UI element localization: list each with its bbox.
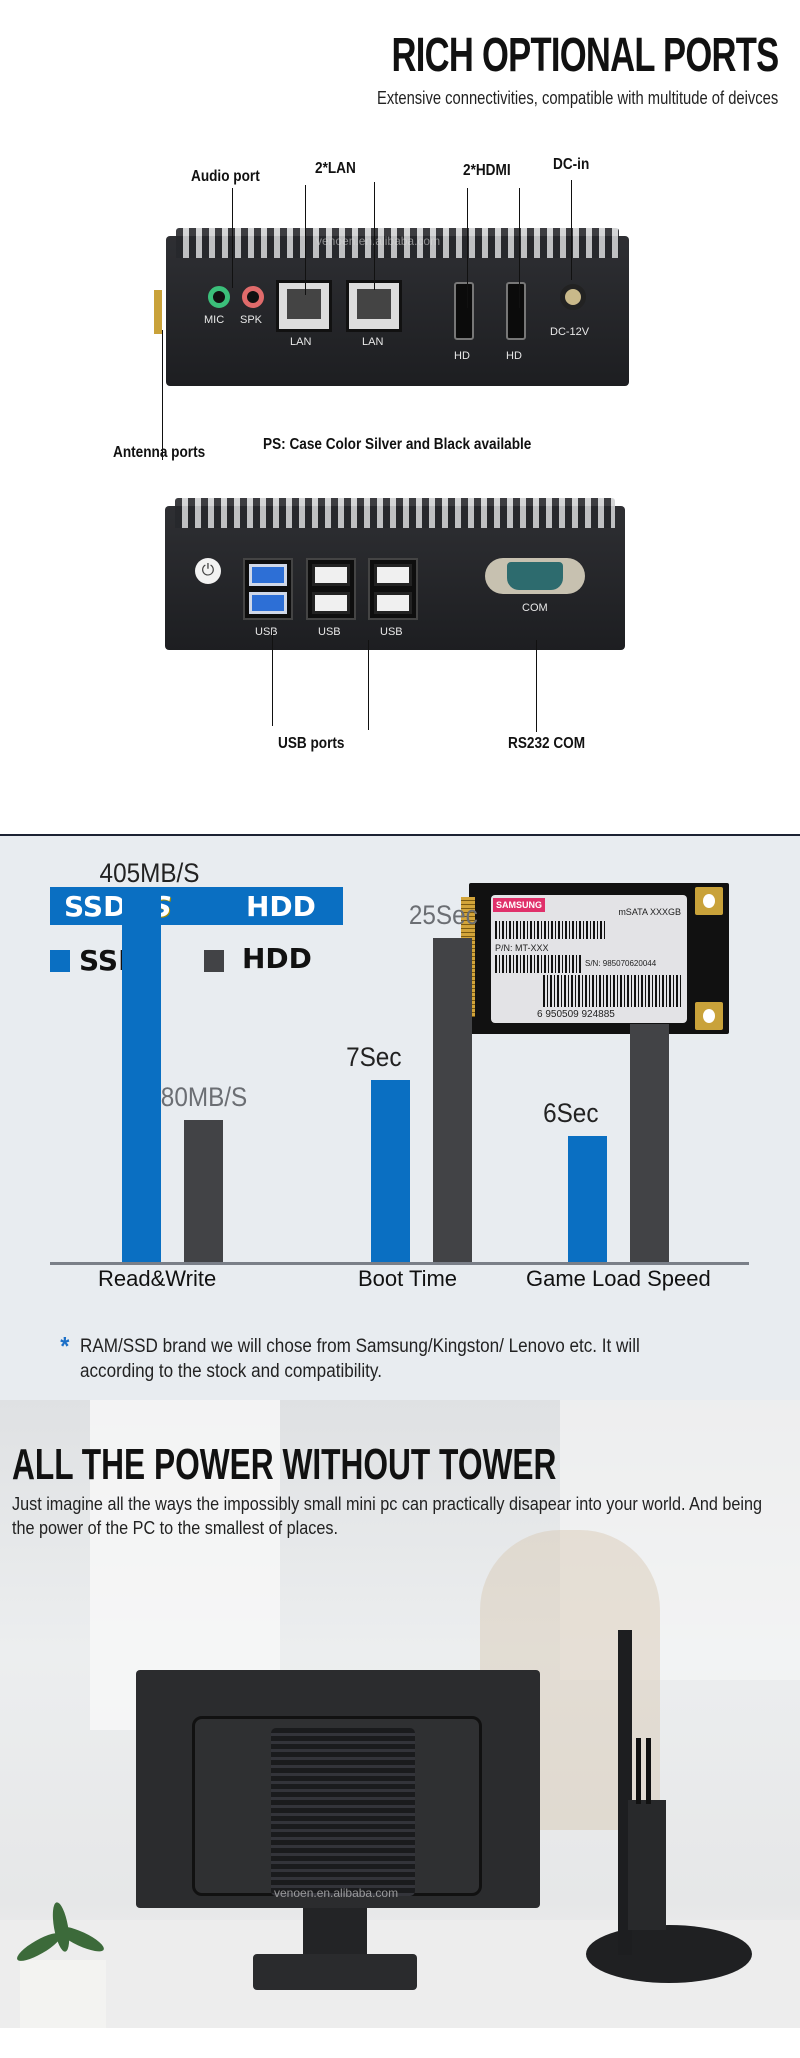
data-label-ssd-0: 405MB/S [99,858,200,888]
category-label-0: Read&Write [98,1266,217,1291]
power-body: Just imagine all the ways the impossibly… [12,1494,763,1538]
bar-ssd-1 [371,1080,410,1262]
callout-dc: DC-in [553,156,590,173]
data-label-hdd-1: 25Sec [408,900,478,930]
usb3-port [243,558,293,620]
watermark: venoen.en.alibaba.com [316,234,441,248]
watermark: venoen.en.alibaba.com [274,1886,399,1900]
lan-label: LAN [362,336,384,348]
monitor-rear-image: venoen.en.alibaba.com [136,1670,540,1908]
speaker-jack [242,286,264,308]
power-section: ALL THE POWER WITHOUT TOWER Just imagine… [0,1400,800,2028]
mini-pc-rear: ⏻ USB USB USB COM [165,498,625,650]
hdmi-port [454,282,474,340]
banner-ssd: SSD [64,890,127,923]
data-label-ssd-2: 6Sec [543,1098,599,1128]
legend-swatch-ssd [50,950,70,972]
callout-audio: Audio port [191,168,260,185]
msata-ssd-image: SAMSUNG mSATA XXXGB P/N: MT-XXX S/N: 985… [461,883,729,1034]
bar-hdd-1 [433,938,472,1262]
ports-title: RICH OPTIONAL PORTS [391,29,779,82]
mic-label: MIC [204,314,225,326]
ports-subtitle: Extensive connectivities, compatible wit… [376,88,778,108]
data-label-hdd-0: 80MB/S [160,1082,248,1112]
lan-port [276,280,332,332]
hdmi-port [506,282,526,340]
mounted-mini-pc [271,1728,415,1896]
asterisk-icon: * [60,1331,70,1361]
banner-hdd: HDD [246,890,316,923]
mic-jack [208,286,230,308]
usb-label: USB [380,626,403,638]
heatsink-fins [175,498,615,528]
power-title: ALL THE POWER WITHOUT TOWER [12,1440,557,1489]
usb-label: USB [255,626,278,638]
antenna-connector [154,290,162,334]
ssd-model: mSATA XXXGB [618,907,681,917]
ssd-sn: S/N: 985070620044 [585,959,657,968]
ssd-brand: SAMSUNG [493,898,546,912]
dc-label: DC-12V [550,326,590,338]
lan-label: LAN [290,336,312,348]
com-label: COM [522,602,548,614]
serial-com-port [485,558,585,594]
data-label-ssd-1: 7Sec [346,1042,402,1072]
x-axis-line [50,1262,749,1265]
monitor-stand [253,1908,417,1990]
power-button-icon: ⏻ [195,558,221,584]
category-label-2: Game Load Speed [526,1266,711,1291]
dc-jack [560,284,586,310]
hd-label: HD [506,350,522,362]
legend-label-hdd: HDD [242,942,312,975]
brand-note: * RAM/SSD brand we will chose from Samsu… [60,1331,683,1384]
callout-usb: USB ports [278,735,345,752]
hd-label: HD [454,350,470,362]
bar-ssd-2 [568,1136,607,1262]
usb2-port [368,558,418,620]
side-mini-pc [628,1800,666,1930]
bar-hdd-0 [184,1120,223,1262]
callout-hdmi: 2*HDMI [463,162,511,179]
side-monitor-base [586,1925,752,1983]
bar-hdd-2 [630,1024,669,1262]
bar-ssd-0 [122,896,161,1262]
callout-lan: 2*LAN [315,160,356,177]
callout-antenna: Antenna ports [113,444,206,461]
callout-com: RS232 COM [508,735,586,752]
heatsink-fins [176,228,619,258]
ssd-barcode: 6 950509 924885 [537,1009,615,1020]
ssd-vs-hdd-section: SSD VS HDD SSD HDD SAMSUNG mSATA XXXGB P… [0,834,800,1400]
brand-note-text: RAM/SSD brand we will chose from Samsung… [80,1336,640,1382]
plant-pot [20,1960,106,2028]
ssd-vs-hdd-banner: SSD VS HDD [50,887,343,925]
category-label-1: Boot Time [358,1266,458,1291]
spk-label: SPK [240,314,263,326]
color-note: PS: Case Color Silver and Black availabl… [263,436,532,453]
usb-label: USB [318,626,341,638]
usb2-port [306,558,356,620]
legend-swatch-hdd [204,950,224,972]
ssd-pn: P/N: MT-XXX [495,943,549,953]
mini-pc-front: venoen.en.alibaba.com MIC SPK LAN LAN HD… [166,228,629,386]
